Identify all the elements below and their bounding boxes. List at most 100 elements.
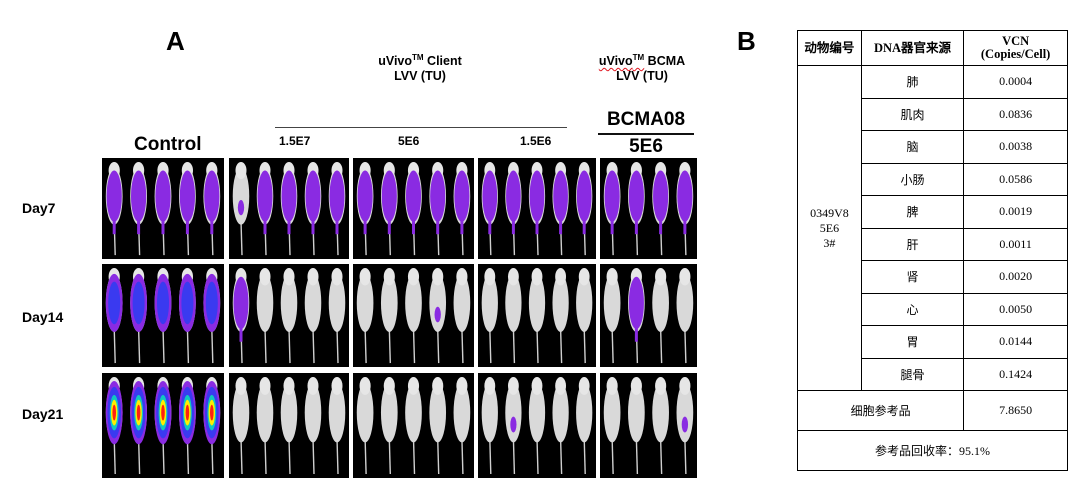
mouse-image bbox=[576, 162, 593, 256]
table-row: 肌肉 0.0836 bbox=[798, 97, 1068, 131]
header-vcn-line2: (Copies/Cell) bbox=[980, 47, 1051, 61]
mouse-image bbox=[356, 268, 374, 364]
header-animal-id: 动物编号 bbox=[797, 30, 862, 66]
mouse-image bbox=[505, 268, 522, 364]
recovery-row: 参考品回收率：95.1% bbox=[797, 430, 1068, 471]
recovery-rate: 参考品回收率：95.1% bbox=[797, 430, 1068, 471]
mouse-image bbox=[676, 377, 694, 475]
mouse-image bbox=[576, 377, 593, 475]
mouse-image bbox=[178, 162, 196, 256]
mouse-image bbox=[105, 377, 123, 475]
mouse-image bbox=[552, 377, 569, 475]
mouse-image bbox=[528, 377, 546, 475]
mouse-image bbox=[453, 162, 471, 256]
mouse-image bbox=[328, 162, 346, 256]
mouse-image bbox=[429, 377, 447, 475]
mouse-image bbox=[652, 162, 669, 256]
vcn-cell: 0.0020 bbox=[963, 260, 1068, 294]
vcn-cell: 0.0050 bbox=[963, 292, 1068, 326]
dose-label-3: 1.5E6 bbox=[520, 134, 552, 148]
reference-value: 7.8650 bbox=[963, 390, 1068, 431]
mouse-image bbox=[676, 268, 694, 364]
mouse-image bbox=[429, 268, 447, 364]
mouse-image bbox=[453, 377, 471, 475]
imaging-tile bbox=[353, 158, 474, 259]
organ-cell: 脑 bbox=[860, 130, 965, 164]
mouse-image bbox=[105, 268, 123, 364]
mouse-image bbox=[453, 268, 471, 364]
mouse-image bbox=[130, 268, 148, 364]
mouse-image bbox=[232, 268, 250, 364]
panel-b-letter: B bbox=[737, 26, 756, 56]
mouse-image bbox=[505, 377, 522, 475]
imaging-tile bbox=[102, 264, 224, 367]
client-header-line1: uVivoTM Client bbox=[378, 53, 462, 68]
organ-cell: 肌肉 bbox=[860, 97, 965, 131]
client-header-line2: LVV (TU) bbox=[394, 69, 446, 83]
mouse-image bbox=[304, 162, 322, 256]
organ-cell: 肾 bbox=[860, 260, 965, 294]
mouse-image bbox=[628, 162, 645, 256]
table-row: 0349V8 5E6 3# 肺 0.0004 bbox=[797, 65, 1068, 391]
mouse-image bbox=[481, 268, 498, 364]
vcn-cell: 0.1424 bbox=[963, 357, 1068, 391]
organ-cell: 心 bbox=[860, 292, 965, 326]
mouse-image bbox=[628, 377, 645, 475]
mouse-image bbox=[481, 377, 498, 475]
imaging-tile bbox=[478, 264, 596, 367]
mouse-image bbox=[603, 268, 621, 364]
mouse-image bbox=[552, 162, 569, 256]
reference-row: 细胞参考品 7.8650 bbox=[796, 390, 1068, 431]
mouse-image bbox=[304, 268, 322, 364]
mouse-image bbox=[552, 268, 569, 364]
day-label-21: Day21 bbox=[22, 406, 64, 422]
imaging-tile bbox=[600, 158, 697, 259]
mouse-image bbox=[429, 162, 447, 256]
organ-cell: 肝 bbox=[860, 227, 965, 261]
control-label: Control bbox=[134, 134, 202, 155]
imaging-tile bbox=[229, 373, 349, 478]
vcn-table: 动物编号 DNA器官来源 VCN (Copies/Cell) 0349V8 5E… bbox=[796, 30, 1068, 471]
mouse-image bbox=[178, 268, 196, 364]
vcn-cell: 0.0144 bbox=[963, 325, 1068, 359]
vcn-cell: 0.0004 bbox=[963, 65, 1068, 99]
mouse-image bbox=[652, 377, 669, 475]
organ-cell: 肺 bbox=[860, 65, 965, 99]
mouse-image bbox=[356, 162, 374, 256]
bcma-group-label: BCMA08 5E6 bbox=[598, 108, 694, 159]
mouse-image bbox=[154, 377, 172, 475]
table-row: 心 0.0050 bbox=[798, 292, 1068, 326]
vcn-cell: 0.0011 bbox=[963, 227, 1068, 261]
mouse-image bbox=[232, 377, 250, 475]
imaging-tile bbox=[600, 264, 697, 367]
animal-id-line2: 5E6 bbox=[819, 220, 840, 235]
mouse-image bbox=[528, 268, 546, 364]
bcma-header-line1: uVivoTM BCMA bbox=[598, 53, 686, 68]
mouse-image bbox=[676, 162, 694, 256]
vcn-cell: 0.0019 bbox=[963, 195, 1068, 229]
day-label-7: Day7 bbox=[22, 200, 56, 216]
mouse-image bbox=[380, 268, 398, 364]
mouse-image bbox=[256, 377, 274, 475]
mouse-image bbox=[405, 268, 422, 364]
mouse-image bbox=[628, 268, 645, 364]
animal-id-cell: 0349V8 5E6 3# bbox=[797, 65, 862, 391]
mouse-image bbox=[280, 268, 298, 364]
bcma-group-dose: 5E6 bbox=[629, 136, 663, 157]
mouse-image bbox=[528, 162, 546, 256]
animal-id-line1: 0349V8 bbox=[810, 205, 849, 220]
mouse-image bbox=[356, 377, 374, 475]
imaging-tile bbox=[353, 373, 474, 478]
reference-label: 细胞参考品 bbox=[796, 390, 965, 431]
organ-cell: 腿骨 bbox=[860, 357, 965, 391]
imaging-tile bbox=[478, 158, 596, 259]
mouse-image bbox=[130, 162, 148, 256]
imaging-tile bbox=[102, 373, 224, 478]
mouse-image bbox=[130, 377, 148, 475]
client-header: uVivoTM Client LVV (TU) bbox=[340, 50, 500, 84]
mouse-image bbox=[105, 162, 123, 256]
mouse-image bbox=[380, 162, 398, 256]
client-dose-rule bbox=[275, 127, 567, 128]
dose-label-2: 5E6 bbox=[398, 134, 420, 148]
imaging-tile bbox=[229, 158, 349, 259]
